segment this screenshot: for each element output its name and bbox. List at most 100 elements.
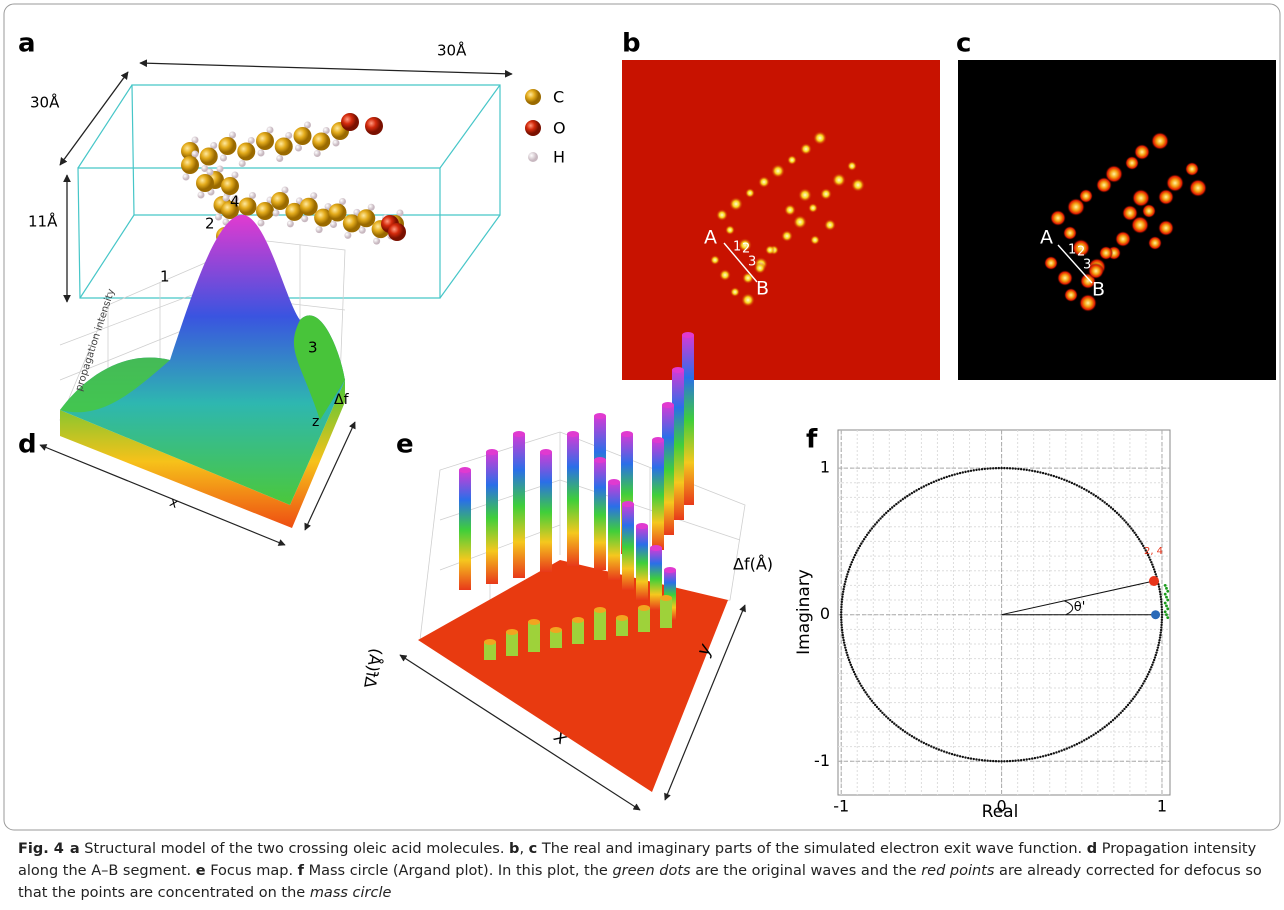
circle-dot bbox=[1151, 663, 1154, 667]
image-dot bbox=[1134, 144, 1150, 160]
caption-segment: The real and imaginary parts of the simu… bbox=[537, 841, 1087, 857]
circle-dot bbox=[897, 501, 900, 504]
caption-segment: a bbox=[69, 841, 80, 857]
column-top bbox=[621, 431, 633, 437]
image-dot bbox=[710, 255, 720, 265]
image-dot bbox=[758, 176, 770, 188]
image-dot bbox=[824, 219, 836, 231]
hydrogen bbox=[286, 220, 294, 228]
circle-dot bbox=[865, 693, 869, 696]
circle-dot bbox=[899, 499, 902, 502]
segment bbox=[1057, 244, 1093, 284]
circle-dot bbox=[1126, 523, 1130, 526]
circle-dot bbox=[915, 489, 918, 492]
circle-dot bbox=[942, 476, 946, 480]
circle-dot bbox=[885, 511, 888, 515]
minor-grid bbox=[838, 430, 1170, 795]
hydrogen bbox=[229, 131, 236, 139]
circle-dot bbox=[1157, 641, 1161, 644]
caption-segment: Fig. 4 bbox=[18, 841, 64, 857]
panel-e: Δf(Å) Δf(Å) x y bbox=[360, 332, 773, 811]
circle-dot bbox=[1148, 556, 1151, 559]
carbon bbox=[199, 147, 218, 166]
circle-dot bbox=[983, 759, 987, 762]
circle-dot bbox=[1158, 636, 1162, 639]
circle-dot bbox=[994, 759, 998, 763]
circle-dot bbox=[903, 496, 907, 499]
circle-dot bbox=[840, 613, 843, 616]
circle-dot bbox=[874, 523, 877, 526]
circle-dot bbox=[840, 608, 843, 611]
circle-dot bbox=[855, 551, 858, 554]
carbon bbox=[238, 197, 257, 216]
surface bbox=[60, 214, 345, 506]
circle-dot bbox=[1060, 749, 1063, 752]
circle-dot bbox=[1160, 623, 1163, 627]
circle-dot bbox=[994, 467, 998, 470]
circle-dot bbox=[1117, 713, 1121, 716]
plot-area bbox=[837, 429, 1171, 796]
circle-dot bbox=[845, 651, 848, 654]
circle-dot bbox=[1160, 618, 1164, 622]
circle-dot bbox=[1130, 699, 1133, 703]
circle-dot bbox=[1085, 489, 1088, 492]
circle-dot bbox=[1119, 711, 1122, 714]
caption-segment: Propagation intensity along the A–B segm… bbox=[18, 841, 1261, 879]
column bbox=[459, 470, 471, 590]
circle-dot bbox=[847, 656, 850, 659]
circle-dot bbox=[842, 585, 846, 588]
circle-dot bbox=[867, 695, 870, 698]
circle-dot bbox=[1149, 668, 1152, 671]
hydrogen bbox=[247, 137, 255, 144]
green-dot bbox=[1163, 601, 1167, 605]
image-dot bbox=[800, 143, 812, 155]
circle-dot bbox=[1049, 474, 1053, 477]
image-dot bbox=[771, 164, 785, 178]
circle-dot bbox=[1107, 722, 1111, 725]
panel-b: A 1 2 3 B bbox=[622, 60, 940, 380]
circle-dot bbox=[874, 703, 877, 707]
circle-dot bbox=[843, 583, 846, 586]
circle-dot bbox=[840, 618, 843, 622]
circle-dot bbox=[1148, 670, 1151, 674]
plot: -1 0 1 -1 0 1 θ' 2, 4 bbox=[814, 430, 1170, 816]
circle-dot bbox=[1144, 677, 1147, 681]
image-dots bbox=[1044, 132, 1207, 312]
circle-dot bbox=[856, 677, 859, 681]
image-dot bbox=[741, 293, 755, 307]
circle-dot bbox=[913, 490, 916, 493]
circle-dot bbox=[1008, 467, 1012, 470]
hydrogen bbox=[216, 165, 224, 173]
circle-dot bbox=[986, 759, 989, 762]
circle-dot bbox=[1052, 752, 1056, 755]
circle-dot bbox=[1139, 540, 1142, 543]
circle-dot bbox=[901, 729, 905, 732]
circle-dot bbox=[906, 494, 909, 498]
x-axis-label: Real bbox=[982, 802, 1019, 822]
image-dot bbox=[1105, 165, 1123, 183]
image-dot bbox=[738, 238, 752, 252]
circle-dot bbox=[1049, 752, 1053, 756]
circle-dot bbox=[997, 466, 1000, 470]
red-point bbox=[1148, 575, 1159, 586]
circle-dot bbox=[1105, 724, 1109, 727]
circle-dot bbox=[1094, 732, 1098, 735]
circle-dot bbox=[1153, 656, 1157, 659]
circle-dot bbox=[932, 480, 936, 484]
hydrogen bbox=[231, 195, 239, 203]
circle-dot bbox=[1039, 755, 1042, 759]
circle-dot bbox=[897, 725, 900, 729]
carbon bbox=[357, 209, 376, 228]
circle-dot bbox=[915, 737, 918, 741]
circle-dot bbox=[1099, 497, 1102, 501]
axis-arrow bbox=[304, 421, 356, 531]
circle-dot bbox=[845, 575, 848, 578]
circle-dot bbox=[940, 477, 943, 480]
circle-dot bbox=[1153, 570, 1157, 574]
circle-dot bbox=[1158, 638, 1161, 642]
circle-dot bbox=[861, 540, 864, 543]
circle-dot bbox=[989, 467, 992, 470]
circle-dot bbox=[1039, 471, 1042, 474]
carbon bbox=[237, 142, 256, 161]
circle-dot bbox=[1065, 479, 1069, 482]
